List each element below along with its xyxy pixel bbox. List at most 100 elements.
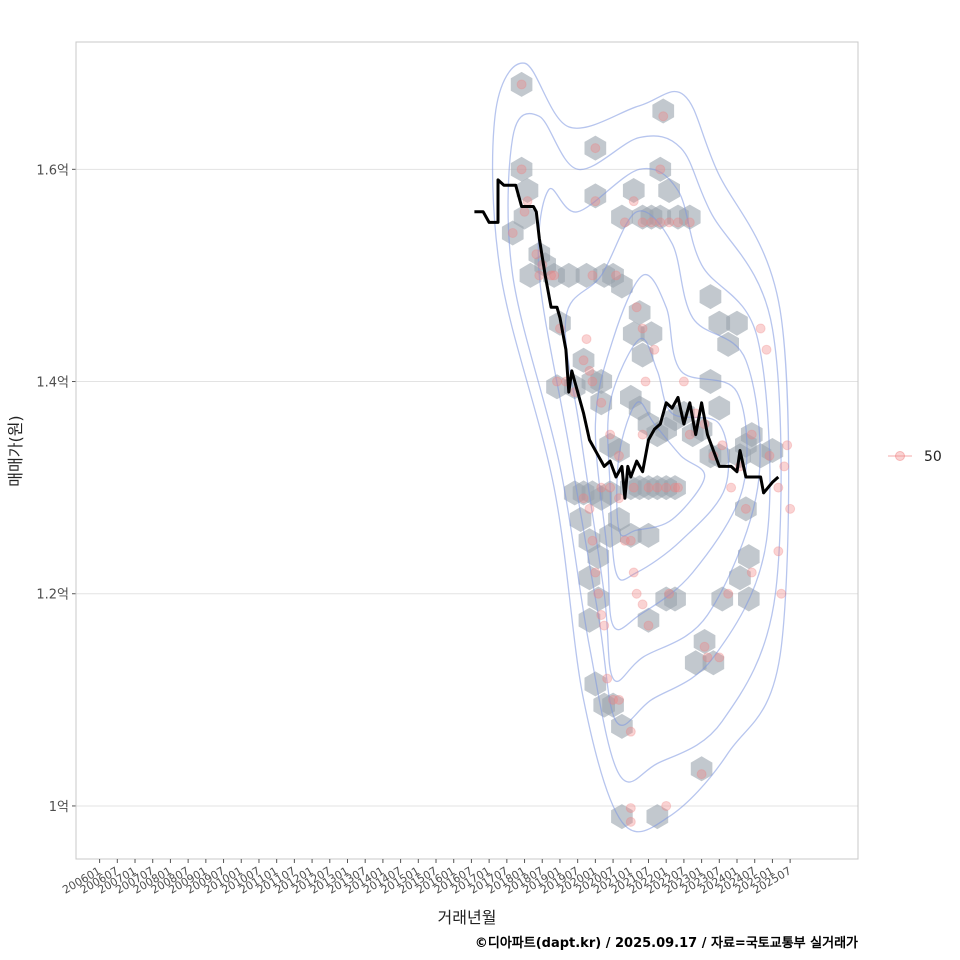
hexbin <box>664 586 686 612</box>
data-point <box>652 482 663 493</box>
data-point <box>655 217 666 228</box>
data-point <box>702 652 713 663</box>
data-point <box>643 482 654 493</box>
data-point <box>602 673 613 684</box>
hexbin <box>501 220 524 246</box>
hexbin <box>679 204 701 230</box>
data-point <box>782 440 793 451</box>
hexbin <box>702 650 725 676</box>
data-point <box>779 461 790 472</box>
data-point <box>637 599 648 610</box>
density-contour <box>607 337 730 581</box>
data-point <box>522 196 533 207</box>
data-point <box>625 535 636 546</box>
hexbin <box>602 692 624 718</box>
data-point <box>549 270 560 281</box>
data-point <box>628 567 639 578</box>
hexbin <box>584 135 607 161</box>
data-point <box>664 588 675 599</box>
data-point <box>746 567 757 578</box>
legend-label: 50 <box>924 449 942 465</box>
hexbin <box>611 804 633 830</box>
hexbin <box>631 342 654 368</box>
data-point <box>605 482 616 493</box>
data-point <box>631 302 642 313</box>
data-point <box>631 588 642 599</box>
hexbin <box>628 300 651 326</box>
data-point <box>625 803 636 814</box>
hexbin <box>510 156 533 182</box>
data-point <box>584 365 595 376</box>
data-point <box>628 196 639 207</box>
data-point <box>761 344 772 355</box>
data-point <box>773 546 784 557</box>
hexbin <box>699 284 722 310</box>
y-tick-label: 1.4억 <box>36 376 69 391</box>
data-point <box>726 482 737 493</box>
hexbin <box>664 475 686 501</box>
hexbin <box>708 395 731 421</box>
hexbin <box>637 607 660 633</box>
data-point <box>670 482 681 493</box>
hexbin <box>608 438 630 463</box>
density-contour <box>564 210 761 682</box>
data-point <box>637 217 648 228</box>
data-point <box>628 482 639 493</box>
data-point <box>590 143 601 154</box>
data-point <box>611 270 622 281</box>
data-point <box>696 769 707 780</box>
data-point <box>740 503 751 514</box>
trend-line-layer <box>474 178 780 500</box>
hexbin <box>611 713 633 739</box>
data-point <box>649 344 660 355</box>
density-contour <box>491 62 790 833</box>
data-point <box>590 196 601 207</box>
density-contour <box>616 401 706 537</box>
data-point <box>584 503 595 514</box>
data-point <box>613 450 624 461</box>
data-point <box>531 249 542 260</box>
data-point <box>717 440 728 451</box>
data-point <box>519 206 530 217</box>
data-point <box>596 609 607 620</box>
data-point <box>578 355 589 366</box>
density-contour <box>537 167 771 726</box>
legend-point-icon <box>895 451 905 461</box>
y-tick-label: 1.6억 <box>36 163 69 178</box>
hexbin <box>658 178 680 203</box>
data-point <box>516 164 527 175</box>
data-point <box>678 376 689 387</box>
data-point <box>714 652 725 663</box>
hexbin <box>584 183 607 209</box>
data-point <box>755 323 766 334</box>
hexbin <box>684 650 707 676</box>
data-point <box>613 694 624 705</box>
hexbin <box>729 565 751 591</box>
data-point <box>672 217 683 228</box>
data-point <box>625 816 636 827</box>
data-point <box>643 620 654 631</box>
y-tick-label: 1.2억 <box>36 588 69 603</box>
data-point <box>658 111 669 122</box>
data-point <box>619 217 630 228</box>
hexbin <box>516 178 539 203</box>
hexbin <box>622 178 645 203</box>
data-point <box>661 800 672 811</box>
data-point <box>773 482 784 493</box>
data-point <box>785 503 796 514</box>
hexbin <box>510 71 533 97</box>
hexbin <box>711 586 734 612</box>
density-contour <box>507 113 782 783</box>
data-point <box>746 429 757 440</box>
legend: 50 <box>888 449 942 465</box>
data-point <box>764 450 775 461</box>
data-point <box>534 270 545 281</box>
data-point <box>590 567 601 578</box>
scatter-points <box>507 79 796 827</box>
trend-line <box>474 178 780 500</box>
data-point <box>684 217 695 228</box>
data-point <box>613 493 624 504</box>
hexbin <box>608 507 630 532</box>
hexbin <box>578 565 601 591</box>
